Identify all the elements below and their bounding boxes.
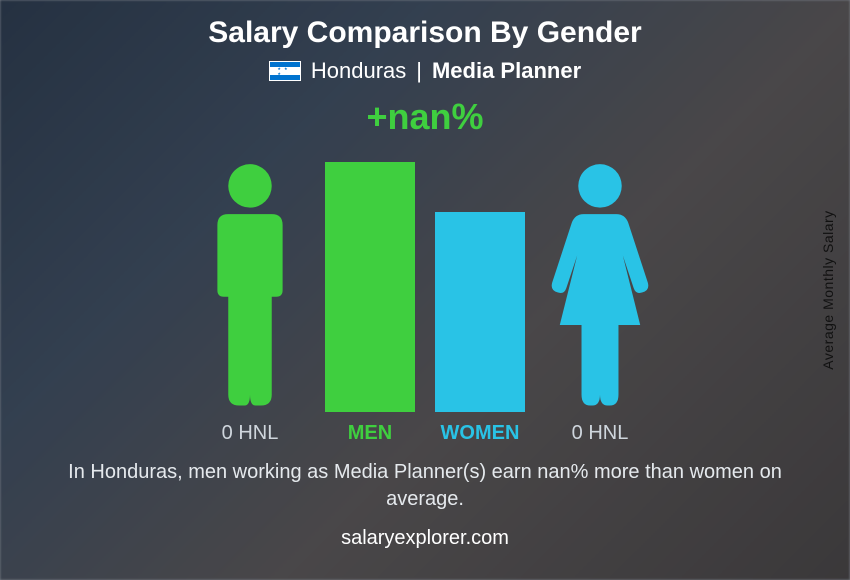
female-person-icon xyxy=(545,162,655,412)
chart-labels-row: 0 HNL MEN WOMEN 0 HNL xyxy=(195,422,655,445)
male-person-icon xyxy=(195,162,305,412)
chart-area xyxy=(195,142,655,412)
honduras-flag-icon: ★ ★ ★ xyxy=(269,61,301,81)
source-attribution: salaryexplorer.com xyxy=(341,527,509,550)
women-value: 0 HNL xyxy=(545,422,655,445)
summary-text: In Honduras, men working as Media Planne… xyxy=(45,459,805,513)
separator: | xyxy=(416,58,422,84)
percent-difference-label: +nan% xyxy=(366,96,483,138)
women-bar xyxy=(435,212,525,412)
infographic-content: Salary Comparison By Gender ★ ★ ★ Hondur… xyxy=(0,0,850,580)
yaxis-label: Average Monthly Salary xyxy=(820,210,836,369)
women-label: WOMEN xyxy=(435,422,525,445)
men-label: MEN xyxy=(325,422,415,445)
country-name: Honduras xyxy=(311,58,406,84)
men-value: 0 HNL xyxy=(195,422,305,445)
main-title: Salary Comparison By Gender xyxy=(208,16,641,50)
job-title: Media Planner xyxy=(432,58,581,84)
men-bar xyxy=(325,162,415,412)
subtitle-row: ★ ★ ★ Honduras | Media Planner xyxy=(269,58,581,84)
